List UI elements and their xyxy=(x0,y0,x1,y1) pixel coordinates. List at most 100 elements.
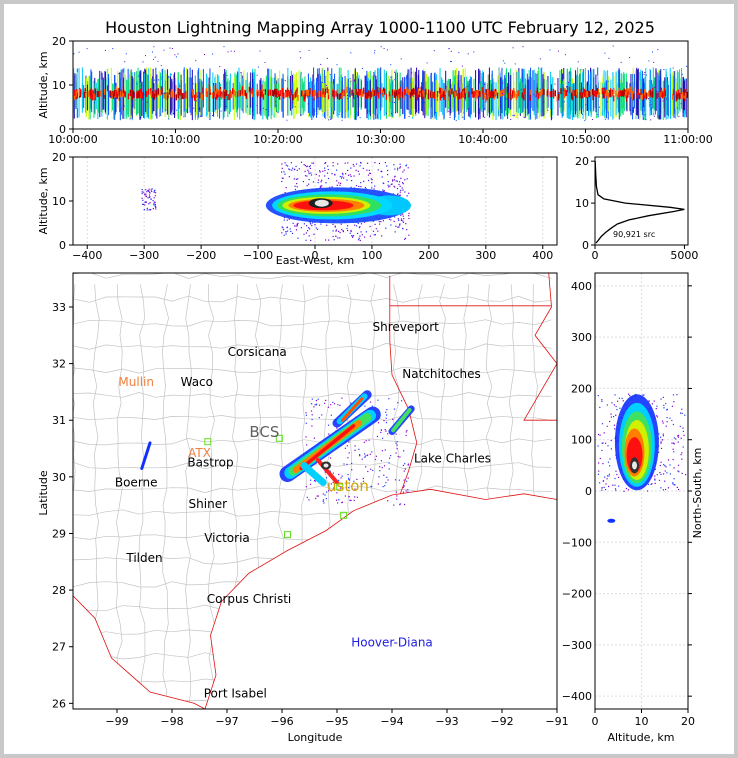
ew-sparse xyxy=(308,183,310,185)
ew-sparse xyxy=(341,228,343,231)
ns-sparse xyxy=(597,433,600,436)
ew-sparse xyxy=(347,162,349,164)
time-height-sparse xyxy=(520,89,522,91)
time-height-strip xyxy=(669,67,671,120)
ew-sparse xyxy=(350,167,352,169)
time-height-core xyxy=(595,90,597,97)
ew-sparse xyxy=(367,174,370,176)
time-height-core xyxy=(169,88,171,95)
county-line-ew xyxy=(73,438,552,446)
time-height-strip xyxy=(110,67,112,113)
plan-sparse xyxy=(396,498,398,500)
time-height-sparse xyxy=(397,92,399,94)
ew-sparse xyxy=(372,220,375,222)
time-height-sparse xyxy=(502,82,504,84)
time-height-sparse xyxy=(197,95,198,97)
plan-sparse xyxy=(371,405,373,407)
time-height-core xyxy=(178,89,181,96)
time-height-strip xyxy=(238,67,240,108)
time-height-sparse xyxy=(390,64,392,66)
ns-sparse xyxy=(680,412,682,414)
time-height-sparse xyxy=(366,105,368,107)
plan-sparse xyxy=(317,398,319,400)
time-height-strip xyxy=(356,75,358,112)
plan-sparse xyxy=(369,401,372,403)
time-height-core xyxy=(409,92,412,99)
ew-sparse xyxy=(366,169,368,171)
time-height-core xyxy=(627,91,629,98)
time-height-strip xyxy=(380,67,382,111)
time-height-core xyxy=(354,89,356,95)
time-height-sparse xyxy=(394,71,395,73)
ew-sparse xyxy=(360,231,362,233)
ew-sparse xyxy=(329,186,331,188)
plan-sparse xyxy=(386,414,388,416)
time-height-core xyxy=(87,91,89,97)
time-height-core xyxy=(165,93,167,100)
time-height-sparse xyxy=(160,65,162,67)
time-height-sparse xyxy=(412,96,414,98)
time-height-core xyxy=(146,91,148,97)
time-height-strip xyxy=(197,70,199,120)
plan-sparse xyxy=(384,485,386,487)
time-height-core xyxy=(309,90,311,97)
time-height-core xyxy=(74,90,76,96)
ew-sparse xyxy=(343,177,345,179)
time-height-strip xyxy=(571,83,573,121)
time-height-core xyxy=(349,87,351,94)
time-height-strip xyxy=(456,68,458,112)
plan-sparse xyxy=(351,462,353,464)
time-height-core xyxy=(378,92,380,99)
ew-sparse xyxy=(344,162,346,164)
time-height-core xyxy=(454,90,456,97)
plan-sparse xyxy=(395,491,397,493)
ns-sparse xyxy=(660,473,662,475)
plan-peak-center xyxy=(323,463,329,468)
county-line-ew xyxy=(73,295,552,303)
time-height-core xyxy=(85,91,87,97)
texas-louisiana-border xyxy=(389,275,418,494)
ns-sparse xyxy=(677,436,680,438)
plan-sparse xyxy=(356,496,358,498)
time-height-core xyxy=(318,91,320,97)
time-height-strip xyxy=(632,67,634,108)
time-height-sparse xyxy=(112,48,114,50)
ns-sparse xyxy=(683,434,685,436)
time-height-sparse xyxy=(551,117,553,119)
ew-sparse-west xyxy=(146,191,148,193)
plan-sparse xyxy=(338,473,340,476)
plan-sparse xyxy=(313,437,315,439)
time-height-strip xyxy=(453,84,455,120)
time-height-sparse xyxy=(152,102,154,104)
time-height-core xyxy=(521,92,523,99)
time-height-core xyxy=(123,90,126,97)
ew-sparse xyxy=(358,237,360,239)
time-height-sparse xyxy=(240,72,242,73)
ns-sparse xyxy=(598,470,600,472)
time-height-strip xyxy=(431,81,433,118)
time-height-core xyxy=(451,88,453,95)
plan-sparse xyxy=(346,445,348,447)
ew-sparse xyxy=(360,162,362,164)
north-south-x-ticks: 0 10 20 xyxy=(592,709,695,728)
time-height-core xyxy=(163,92,165,99)
time-height-strip xyxy=(435,80,437,112)
plan-sparse xyxy=(348,477,350,479)
line-south-frag xyxy=(300,462,327,486)
time-height-sparse xyxy=(374,52,375,54)
plan-sparse xyxy=(404,503,406,506)
ew-sparse xyxy=(307,169,309,171)
lon-tick-label: −98 xyxy=(160,715,183,728)
time-height-strip xyxy=(235,74,237,113)
ew-sparse xyxy=(397,226,399,228)
ew-sparse xyxy=(382,190,384,192)
time-height-sparse xyxy=(230,50,232,52)
time-height-core xyxy=(489,90,491,97)
ns-sparse xyxy=(604,476,606,478)
time-height-core xyxy=(440,92,443,98)
line-north-core xyxy=(341,397,364,422)
ns-sparse xyxy=(666,421,668,423)
ew-sparse xyxy=(373,234,375,236)
ew-sparse xyxy=(408,215,410,217)
time-height-core xyxy=(496,92,499,99)
